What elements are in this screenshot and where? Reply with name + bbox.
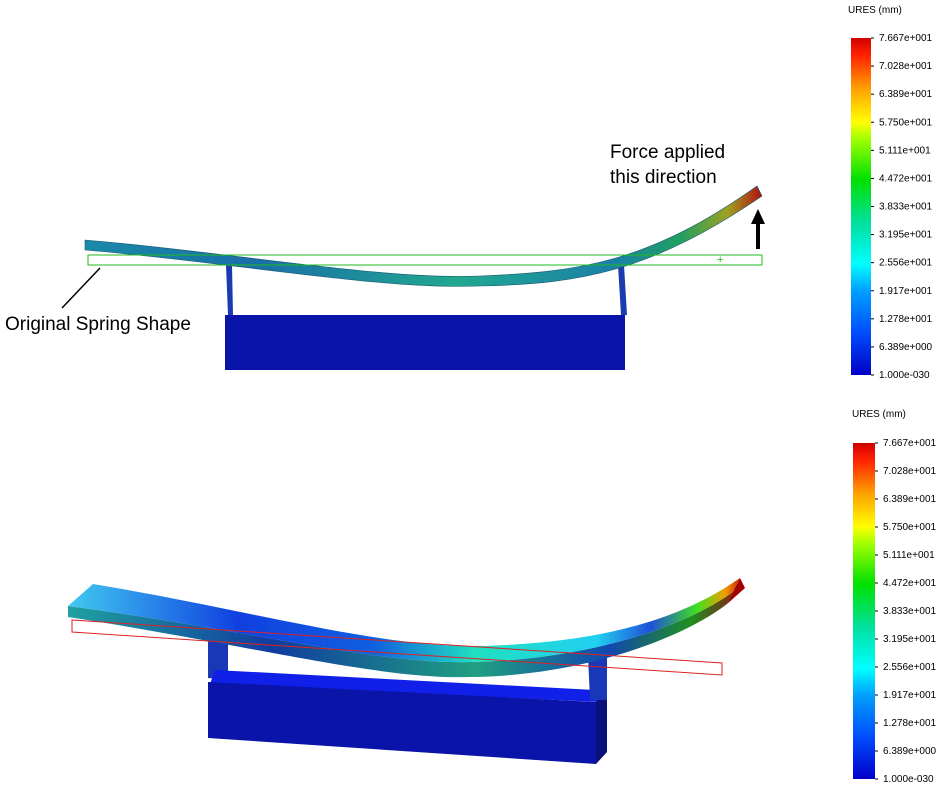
tick-label: 2.556e+001 [879, 258, 933, 269]
tick-label: 3.833e+001 [879, 202, 933, 213]
legend-title: URES (mm) [848, 5, 902, 16]
force-annotation-line1: Force applied [610, 142, 725, 163]
tick-label: 6.389e+001 [879, 89, 933, 100]
tick-label: 5.111e+001 [879, 145, 931, 156]
legend-top: URES (mm) 7.667e+001 7.028e+001 6.389e+001… [848, 5, 933, 381]
tick-label: 1.278e+001 [879, 314, 933, 325]
deformed-spring-top-face [68, 578, 740, 663]
isometric-view [68, 578, 745, 764]
tick-label: 3.195e+001 [883, 634, 937, 645]
legend-title: URES (mm) [852, 409, 906, 420]
tick-label: 6.389e+000 [883, 746, 937, 757]
color-bar [851, 38, 871, 375]
tick-label: 6.389e+000 [879, 342, 933, 353]
original-spring-outline-iso [71, 619, 723, 676]
front-view: + Force applied this direction Original … [5, 142, 765, 370]
fixture-base [225, 315, 625, 370]
tick-label: 2.556e+001 [883, 662, 937, 673]
force-annotation-line2: this direction [610, 167, 717, 188]
tick-label: 1.917e+001 [883, 690, 937, 701]
origin-marker: + [717, 254, 723, 266]
tick-label: 5.750e+001 [883, 522, 937, 533]
tick-label: 3.195e+001 [879, 230, 933, 241]
legend-bottom: URES (mm) 7.667e+001 7.028e+001 6.389e+001… [852, 409, 937, 785]
base-top-face [210, 670, 600, 702]
original-spring-outline [87, 254, 763, 266]
force-arrow-icon [751, 209, 765, 249]
left-support-iso [208, 640, 228, 680]
tick-label: 7.028e+001 [883, 466, 937, 477]
tick-label: 6.389e+001 [883, 494, 937, 505]
tick-label: 5.111e+001 [883, 550, 935, 561]
deformed-spring [84, 185, 763, 287]
tick-label: 3.833e+001 [883, 606, 937, 617]
tick-label: 4.472e+001 [883, 578, 937, 589]
original-shape-annotation: Original Spring Shape [5, 314, 191, 335]
base-front-face [208, 682, 596, 764]
spring-tip-face [727, 578, 745, 604]
left-support [226, 265, 233, 315]
tick-label: 7.667e+001 [879, 33, 933, 44]
right-support [618, 265, 627, 315]
tick-label: 7.667e+001 [883, 438, 937, 449]
color-bar [853, 443, 875, 779]
tick-label: 1.000e-030 [883, 774, 934, 785]
tick-label: 5.750e+001 [879, 117, 933, 128]
tick-label: 1.000e-030 [879, 370, 930, 381]
tick-label: 4.472e+001 [879, 173, 933, 184]
tick-label: 1.278e+001 [883, 718, 937, 729]
deformed-spring-front-face [68, 592, 733, 678]
annotation-leader-line [61, 267, 101, 309]
base-side-face [596, 692, 607, 764]
tick-label: 1.917e+001 [879, 286, 933, 297]
tick-label: 7.028e+001 [879, 61, 933, 72]
